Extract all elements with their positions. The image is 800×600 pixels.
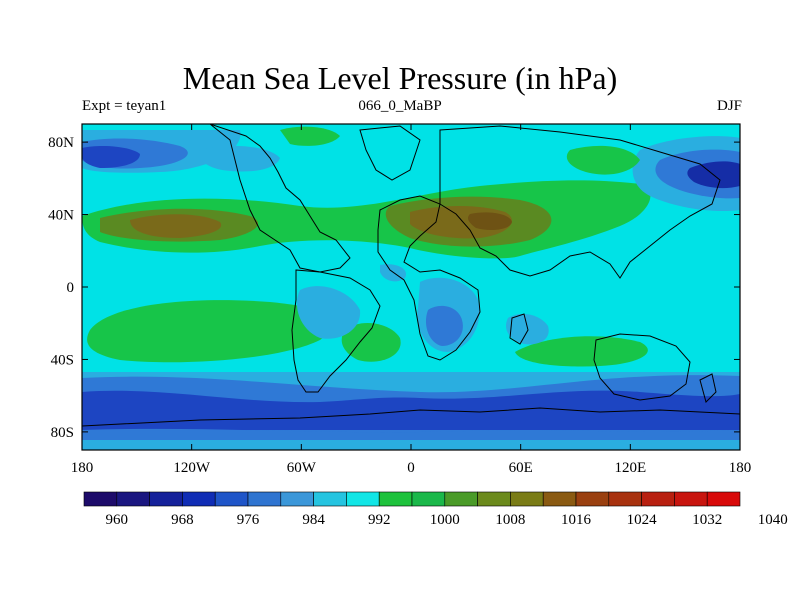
coastline-outlines — [82, 124, 740, 427]
colorbar-swatch — [182, 491, 216, 507]
lon-tick-label: 180 — [71, 460, 94, 476]
colorbar-swatch — [477, 491, 511, 507]
longitude-axis: 180 120W 60W 0 60E 120E 180 — [71, 124, 752, 476]
lat-tick-label: 80N — [48, 135, 74, 151]
lat-tick-label: 0 — [67, 280, 75, 296]
south-america-outline — [291, 269, 381, 393]
colorbar-swatch — [608, 491, 642, 507]
colorbar-label: 1032 — [692, 512, 722, 528]
lon-tick-label: 60W — [287, 460, 317, 476]
map-title: Mean Sea Level Pressure (in hPa) — [182, 60, 618, 96]
colorbar: 960 968 976 984 992 1000 1008 1016 1024 1032 1040 — [83, 491, 788, 528]
colorbar-swatch — [313, 491, 347, 507]
lat-tick-label: 40N — [48, 208, 74, 224]
colorbar-swatch — [674, 491, 708, 507]
colorbar-label: 984 — [302, 512, 325, 528]
colorbar-label: 1040 — [758, 512, 788, 528]
south-america-low — [296, 286, 361, 339]
lon-tick-label: 0 — [407, 460, 415, 476]
south-pacific-high — [87, 300, 334, 363]
colorbar-swatch — [575, 491, 610, 507]
colorbar-label: 1024 — [627, 512, 658, 528]
europe-africa-outline — [377, 195, 481, 361]
colorbar-label: 968 — [171, 512, 194, 528]
colorbar-label: 976 — [237, 512, 260, 528]
asian-high-max — [468, 212, 512, 230]
lon-tick-label: 120E — [614, 460, 646, 476]
lat-tick-label: 40S — [51, 352, 74, 368]
siberia-green-1 — [566, 145, 640, 175]
lat-tick-label: 80S — [51, 425, 74, 441]
new-zealand-outline — [699, 373, 717, 403]
colorbar-label: 1000 — [430, 512, 460, 528]
colorbar-label: 1008 — [495, 512, 525, 528]
colorbar-swatch — [83, 491, 118, 507]
colorbar-swatch — [706, 491, 741, 507]
madagascar-outline — [509, 313, 529, 345]
colorbar-swatch — [214, 491, 249, 507]
lon-tick-label: 120W — [173, 460, 211, 476]
greenland-outline — [359, 125, 421, 181]
colorbar-swatch — [149, 491, 183, 507]
south-atlantic-high — [341, 323, 401, 362]
colorbar-swatch — [280, 491, 314, 507]
colorbar-label: 1016 — [561, 512, 592, 528]
africa-low-inner — [425, 305, 463, 346]
lon-tick-label: 60E — [509, 460, 533, 476]
colorbar-swatch — [542, 491, 577, 507]
lon-tick-label: 180 — [729, 460, 752, 476]
colorbar-swatch — [247, 491, 282, 507]
colorbar-swatch — [411, 491, 446, 507]
pressure-field — [82, 124, 740, 450]
south-indian-high — [515, 336, 648, 367]
experiment-label: Expt = teyan1 — [82, 98, 167, 114]
colorbar-label: 992 — [368, 512, 391, 528]
colorbar-swatch — [346, 491, 380, 507]
australia-outline — [593, 333, 691, 401]
pacific-high-core — [130, 214, 222, 238]
latitude-axis: 80N 40N 0 40S 80S — [48, 135, 740, 441]
eurasia-outline — [439, 125, 721, 279]
time-label: 066_0_MaBP — [358, 98, 442, 114]
north-america-outline — [209, 124, 351, 273]
arctic-green — [280, 126, 340, 146]
antarctica-outline — [82, 407, 740, 427]
colorbar-swatch — [510, 491, 544, 507]
colorbar-swatch — [444, 491, 478, 507]
aleutian-low-core — [82, 146, 140, 168]
season-label: DJF — [716, 98, 742, 114]
colorbar-swatch — [641, 491, 675, 507]
north-america-low — [198, 145, 280, 172]
colorbar-label: 960 — [106, 512, 129, 528]
colorbar-swatch — [378, 491, 413, 507]
colorbar-swatch — [116, 491, 150, 507]
